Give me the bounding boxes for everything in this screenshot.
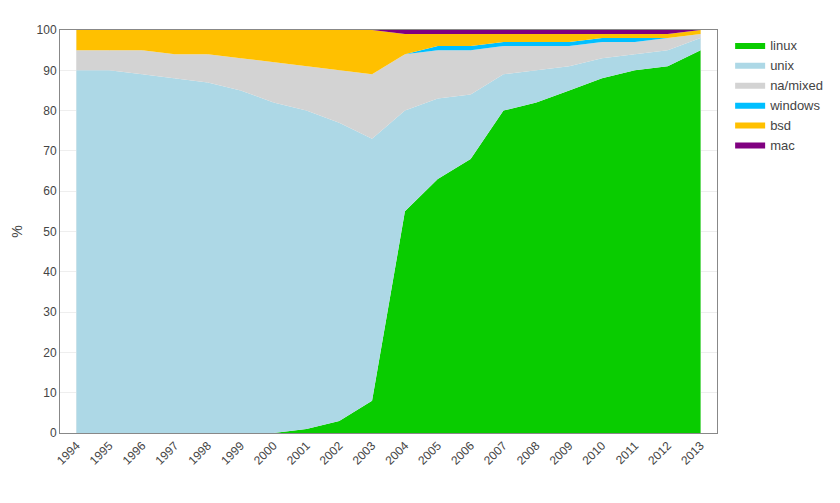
svg-text:20: 20 — [43, 346, 57, 360]
svg-text:1994: 1994 — [54, 439, 83, 468]
svg-text:70: 70 — [43, 144, 57, 158]
svg-text:2013: 2013 — [678, 439, 707, 468]
svg-text:50: 50 — [43, 225, 57, 239]
svg-text:1996: 1996 — [120, 439, 149, 468]
svg-text:1997: 1997 — [153, 439, 182, 468]
svg-text:2005: 2005 — [415, 439, 444, 468]
svg-text:2001: 2001 — [284, 439, 313, 468]
svg-text:2000: 2000 — [251, 439, 280, 468]
svg-text:90: 90 — [43, 64, 57, 78]
svg-text:unix: unix — [770, 58, 794, 73]
svg-text:100: 100 — [37, 23, 57, 37]
svg-text:2011: 2011 — [613, 439, 641, 467]
svg-text:2008: 2008 — [514, 439, 543, 468]
svg-text:2007: 2007 — [481, 439, 510, 468]
svg-text:1999: 1999 — [218, 439, 247, 468]
svg-text:80: 80 — [43, 104, 57, 118]
svg-text:2009: 2009 — [547, 439, 576, 468]
svg-text:na/mixed: na/mixed — [770, 78, 823, 93]
svg-text:60: 60 — [43, 184, 57, 198]
svg-text:2006: 2006 — [448, 439, 477, 468]
svg-text:40: 40 — [43, 265, 57, 279]
svg-text:1995: 1995 — [87, 439, 116, 468]
svg-text:%: % — [9, 225, 25, 237]
svg-text:windows: windows — [769, 98, 820, 113]
svg-text:2012: 2012 — [645, 439, 674, 468]
svg-text:2003: 2003 — [350, 439, 379, 468]
svg-text:linux: linux — [770, 38, 797, 53]
svg-text:30: 30 — [43, 305, 57, 319]
svg-text:2002: 2002 — [317, 439, 346, 468]
svg-text:1998: 1998 — [185, 439, 214, 468]
svg-text:bsd: bsd — [770, 118, 791, 133]
svg-text:0: 0 — [50, 426, 57, 440]
svg-text:2004: 2004 — [383, 439, 412, 468]
svg-text:mac: mac — [770, 138, 795, 153]
svg-text:10: 10 — [43, 386, 57, 400]
svg-text:2010: 2010 — [580, 439, 609, 468]
